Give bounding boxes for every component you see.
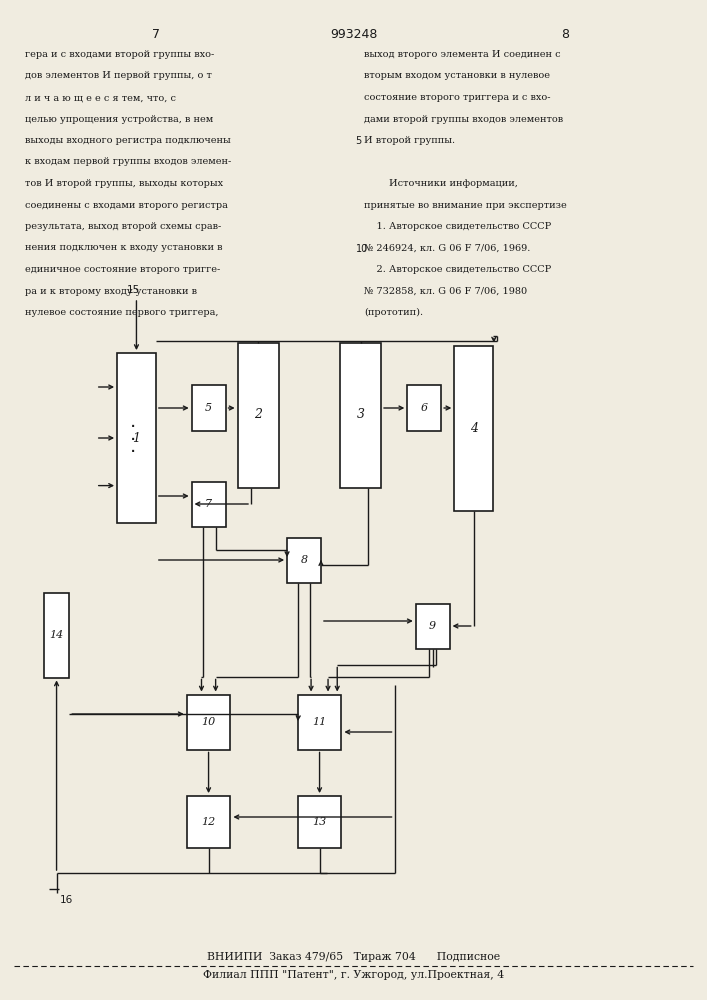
Bar xyxy=(298,796,341,848)
Bar xyxy=(416,603,450,648)
Bar xyxy=(187,796,230,848)
Bar xyxy=(340,342,381,488)
Text: 993248: 993248 xyxy=(329,28,378,41)
Text: ·: · xyxy=(130,418,136,437)
Text: И второй группы.: И второй группы. xyxy=(364,136,455,145)
Text: № 732858, кл. G 06 F 7/06, 1980: № 732858, кл. G 06 F 7/06, 1980 xyxy=(364,286,527,296)
Text: 6: 6 xyxy=(421,403,428,413)
Text: 15: 15 xyxy=(127,285,141,295)
Bar xyxy=(298,694,341,750)
Text: 4: 4 xyxy=(469,422,478,434)
Text: 11: 11 xyxy=(312,717,327,727)
Text: дов элементов И первой группы, о т: дов элементов И первой группы, о т xyxy=(25,72,211,81)
Text: 8: 8 xyxy=(561,28,570,41)
Text: соединены с входами второго регистра: соединены с входами второго регистра xyxy=(25,200,228,210)
Text: гера и с входами второй группы вхо-: гера и с входами второй группы вхо- xyxy=(25,50,214,59)
Text: Источники информации,: Источники информации, xyxy=(364,179,518,188)
Bar xyxy=(287,538,321,582)
Text: единичное состояние второго тригге-: единичное состояние второго тригге- xyxy=(25,265,220,274)
Text: Филиал ППП "Патент", г. Ужгород, ул.Проектная, 4: Филиал ППП "Патент", г. Ужгород, ул.Прое… xyxy=(203,970,504,980)
Text: № 246924, кл. G 06 F 7/06, 1969.: № 246924, кл. G 06 F 7/06, 1969. xyxy=(364,243,530,252)
Bar xyxy=(192,385,226,430)
Text: (прототип).: (прототип). xyxy=(364,308,423,317)
Text: 2. Авторское свидетельство СССР: 2. Авторское свидетельство СССР xyxy=(364,265,551,274)
Text: нулевое состояние первого триггера,: нулевое состояние первого триггера, xyxy=(25,308,218,317)
Text: 1: 1 xyxy=(132,432,141,444)
Text: ВНИИПИ  Заказ 479/65   Тираж 704      Подписное: ВНИИПИ Заказ 479/65 Тираж 704 Подписное xyxy=(207,952,500,962)
Text: вторым входом установки в нулевое: вторым входом установки в нулевое xyxy=(364,72,550,81)
Text: состояние второго триггера и с вхо-: состояние второго триггера и с вхо- xyxy=(364,93,551,102)
Text: тов И второй группы, выходы которых: тов И второй группы, выходы которых xyxy=(25,179,223,188)
Text: ·: · xyxy=(130,444,136,462)
Text: 16: 16 xyxy=(60,895,74,905)
Text: принятые во внимание при экспертизе: принятые во внимание при экспертизе xyxy=(364,200,567,210)
Bar xyxy=(238,342,279,488)
Text: 5: 5 xyxy=(356,136,362,146)
Text: 12: 12 xyxy=(201,817,216,827)
Text: 3: 3 xyxy=(356,408,365,422)
Bar xyxy=(44,592,69,678)
Text: нения подключен к входу установки в: нения подключен к входу установки в xyxy=(25,243,222,252)
Text: 5: 5 xyxy=(205,403,212,413)
Text: 14: 14 xyxy=(49,630,64,640)
Text: л и ч а ю щ е е с я тем, что, с: л и ч а ю щ е е с я тем, что, с xyxy=(25,93,176,102)
Text: 13: 13 xyxy=(312,817,327,827)
Text: 10: 10 xyxy=(356,243,368,253)
Text: выход второго элемента И соединен с: выход второго элемента И соединен с xyxy=(364,50,561,59)
Text: целью упрощения устройства, в нем: целью упрощения устройства, в нем xyxy=(25,114,213,123)
Text: 7: 7 xyxy=(205,499,212,509)
Text: выходы входного регистра подключены: выходы входного регистра подключены xyxy=(25,136,230,145)
Bar xyxy=(455,346,493,511)
Text: 10: 10 xyxy=(201,717,216,727)
Bar xyxy=(117,353,156,523)
Bar xyxy=(192,482,226,526)
Text: ·: · xyxy=(130,430,136,450)
Text: результата, выход второй схемы срав-: результата, выход второй схемы срав- xyxy=(25,222,221,231)
Text: ра и к второму входу установки в: ра и к второму входу установки в xyxy=(25,286,197,296)
Text: 1. Авторское свидетельство СССР: 1. Авторское свидетельство СССР xyxy=(364,222,551,231)
Bar xyxy=(407,385,441,430)
Bar xyxy=(187,694,230,750)
Text: 9: 9 xyxy=(429,621,436,631)
Text: 7: 7 xyxy=(151,28,160,41)
Text: 2: 2 xyxy=(254,408,262,422)
Text: 8: 8 xyxy=(300,555,308,565)
Text: дами второй группы входов элементов: дами второй группы входов элементов xyxy=(364,114,563,123)
Text: к входам первой группы входов элемен-: к входам первой группы входов элемен- xyxy=(25,157,231,166)
